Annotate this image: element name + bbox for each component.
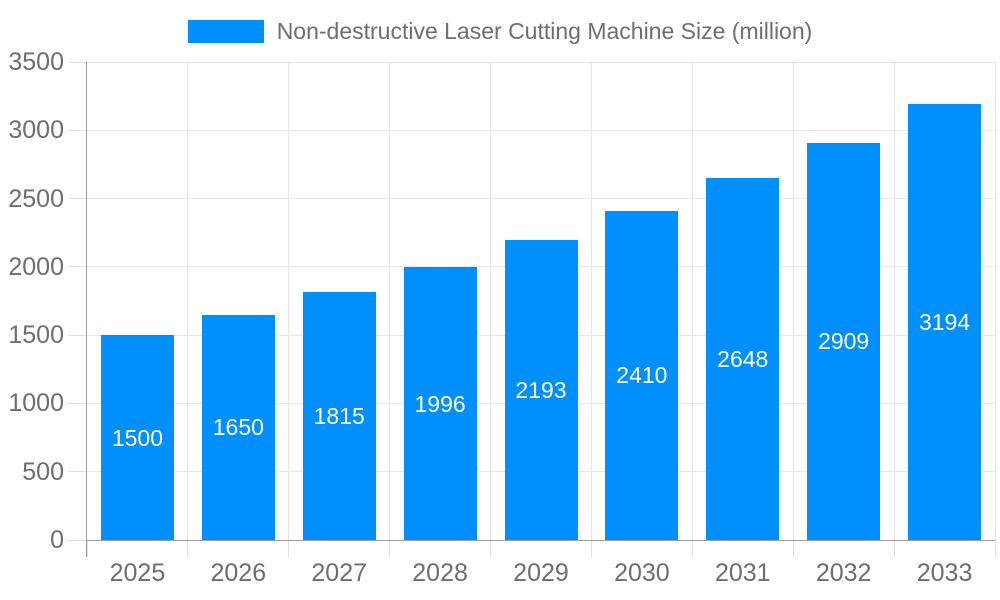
x-tick	[86, 540, 88, 557]
x-axis-label: 2031	[714, 559, 771, 587]
y-axis-label: 3500	[8, 48, 64, 76]
x-gridline	[994, 62, 996, 540]
bar	[504, 240, 578, 540]
y-axis-label: 500	[22, 457, 64, 486]
y-gridline	[87, 198, 995, 200]
x-axis-label: 2029	[513, 559, 569, 587]
bar	[302, 292, 376, 540]
y-tick	[68, 129, 87, 131]
x-tick	[187, 540, 189, 557]
bar	[201, 314, 275, 540]
x-gridline	[691, 62, 693, 540]
bar-value-label: 2648	[717, 346, 769, 373]
x-gridline	[792, 62, 794, 540]
x-gridline	[389, 62, 391, 540]
y-gridline	[87, 129, 995, 131]
legend-item[interactable]: Non-destructive Laser Cutting Machine Si…	[187, 18, 813, 45]
x-axis-label: 2033	[916, 559, 973, 587]
y-axis-line	[86, 62, 87, 557]
x-tick	[590, 540, 592, 557]
bar-value-label: 2909	[818, 328, 870, 355]
x-axis-label: 2030	[614, 559, 670, 587]
x-tick	[893, 540, 895, 557]
legend-label: Non-destructive Laser Cutting Machine Si…	[276, 18, 813, 44]
x-tick	[288, 540, 290, 557]
x-axis-label: 2025	[109, 559, 166, 587]
x-gridline	[490, 62, 492, 540]
x-tick	[389, 540, 391, 557]
legend-swatch	[187, 20, 264, 43]
x-axis-label: 2028	[412, 559, 468, 587]
y-tick	[68, 334, 87, 336]
bar-value-label: 1650	[212, 414, 264, 441]
bar	[403, 267, 477, 540]
y-axis-label: 3000	[8, 116, 64, 145]
y-axis-label: 0	[50, 526, 64, 554]
y-tick	[68, 198, 87, 200]
x-gridline	[590, 62, 592, 540]
bar-value-label: 2193	[515, 377, 567, 404]
x-tick	[490, 540, 492, 557]
x-tick	[691, 540, 693, 557]
x-gridline	[187, 62, 189, 540]
bar-value-label: 1815	[313, 403, 365, 430]
x-gridline	[288, 62, 290, 540]
y-tick	[68, 402, 87, 404]
y-tick	[68, 539, 87, 541]
y-axis-label: 2000	[8, 252, 64, 281]
bar	[100, 335, 174, 540]
x-axis-line	[86, 539, 995, 541]
y-tick	[68, 266, 87, 268]
legend: Non-destructive Laser Cutting Machine Si…	[0, 18, 1000, 45]
bar	[807, 142, 881, 540]
bar-value-label: 1500	[111, 424, 164, 451]
bar	[605, 210, 679, 540]
x-gridline	[893, 62, 895, 540]
x-axis-label: 2032	[815, 559, 872, 587]
bar	[908, 103, 982, 540]
x-tick	[994, 540, 996, 557]
y-axis-label: 2500	[8, 184, 64, 213]
bar	[706, 178, 780, 540]
bar-value-label: 2410	[616, 362, 668, 389]
y-gridline	[87, 61, 995, 63]
bar-value-label: 3194	[918, 308, 971, 335]
x-axis-label: 2027	[311, 559, 368, 587]
y-axis-label: 1500	[8, 321, 64, 350]
x-axis-label: 2026	[210, 559, 267, 587]
y-tick	[68, 61, 87, 63]
y-axis-label: 1000	[8, 389, 64, 418]
y-tick	[68, 471, 87, 473]
x-tick	[792, 540, 794, 557]
bar-value-label: 1996	[414, 390, 466, 417]
